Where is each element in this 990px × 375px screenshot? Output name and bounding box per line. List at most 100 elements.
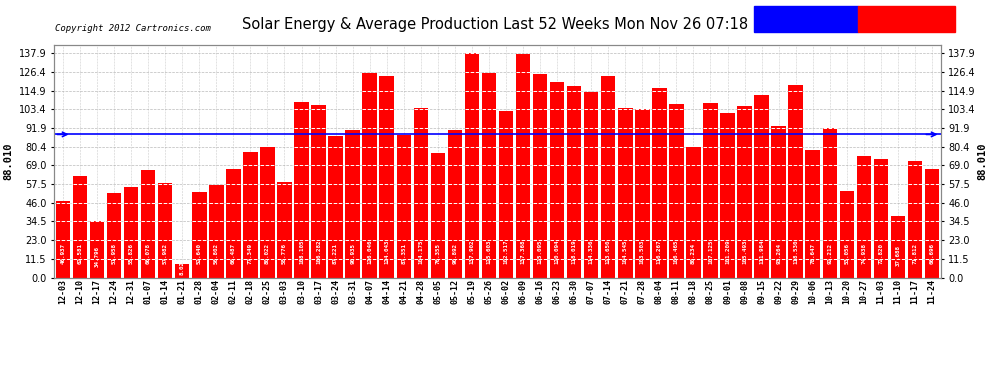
Bar: [925, 169, 940, 278]
Text: 125.603: 125.603: [486, 240, 491, 264]
Text: 102.517: 102.517: [504, 240, 509, 264]
Text: 101.209: 101.209: [725, 240, 730, 264]
Text: 78.647: 78.647: [810, 243, 815, 264]
Bar: [754, 95, 769, 278]
Bar: [567, 86, 581, 278]
Bar: [294, 102, 309, 278]
Bar: [635, 109, 649, 278]
Text: Average  (kWh): Average (kWh): [755, 14, 831, 23]
Text: 77.349: 77.349: [248, 243, 252, 264]
Bar: [601, 76, 616, 278]
Bar: [107, 193, 122, 278]
Text: 103.503: 103.503: [640, 240, 644, 264]
Bar: [124, 187, 139, 278]
Bar: [431, 153, 446, 278]
Bar: [414, 108, 428, 278]
Text: Copyright 2012 Cartronics.com: Copyright 2012 Cartronics.com: [55, 24, 211, 33]
Text: 56.802: 56.802: [214, 243, 219, 264]
Bar: [158, 183, 172, 278]
Bar: [738, 106, 751, 278]
Bar: [260, 147, 274, 278]
Text: 51.958: 51.958: [112, 243, 117, 264]
Text: 116.267: 116.267: [656, 240, 662, 264]
Bar: [90, 221, 104, 278]
Text: 37.688: 37.688: [895, 246, 900, 267]
Text: 90.892: 90.892: [452, 243, 457, 264]
Bar: [311, 105, 326, 278]
Text: 104.545: 104.545: [623, 240, 628, 264]
Text: 88.010: 88.010: [3, 142, 13, 180]
Bar: [721, 113, 735, 278]
Text: 106.282: 106.282: [316, 240, 321, 264]
Bar: [277, 182, 292, 278]
Text: 72.820: 72.820: [878, 243, 883, 264]
Bar: [840, 191, 854, 278]
Text: 62.581: 62.581: [77, 243, 82, 264]
Bar: [73, 176, 87, 278]
Bar: [533, 74, 547, 278]
Text: 118.530: 118.530: [793, 240, 798, 264]
Text: 55.826: 55.826: [129, 243, 134, 264]
Bar: [346, 130, 360, 278]
Text: 137.368: 137.368: [521, 240, 526, 264]
Text: 53.056: 53.056: [844, 243, 849, 264]
Text: 87.221: 87.221: [333, 243, 339, 264]
Text: Weekly  (kWh): Weekly (kWh): [859, 14, 930, 23]
Text: 104.175: 104.175: [419, 240, 424, 264]
Bar: [55, 201, 70, 278]
Text: 66.696: 66.696: [930, 243, 935, 264]
Bar: [482, 73, 496, 278]
Text: 80.022: 80.022: [265, 243, 270, 264]
Text: 66.487: 66.487: [231, 243, 236, 264]
Text: 114.336: 114.336: [589, 240, 594, 264]
Text: 87.351: 87.351: [401, 243, 406, 264]
Text: 105.493: 105.493: [742, 240, 747, 264]
Text: 8.022: 8.022: [180, 258, 185, 275]
Bar: [652, 88, 666, 278]
Text: 137.902: 137.902: [469, 240, 474, 264]
Bar: [516, 54, 531, 278]
Text: 76.355: 76.355: [436, 243, 441, 264]
Text: 107.125: 107.125: [708, 240, 713, 264]
Text: 106.465: 106.465: [674, 240, 679, 264]
Bar: [908, 161, 922, 278]
Bar: [226, 170, 241, 278]
Bar: [806, 150, 820, 278]
Bar: [141, 170, 155, 278]
Bar: [362, 73, 377, 278]
Text: 52.640: 52.640: [197, 243, 202, 264]
Text: 34.796: 34.796: [95, 246, 100, 267]
Text: 123.650: 123.650: [606, 240, 611, 264]
Bar: [873, 159, 888, 278]
Bar: [618, 108, 633, 278]
Bar: [379, 76, 394, 278]
Text: 71.812: 71.812: [913, 243, 918, 264]
Text: 126.046: 126.046: [367, 240, 372, 264]
Text: 93.264: 93.264: [776, 243, 781, 264]
Bar: [669, 104, 684, 278]
Bar: [703, 104, 718, 278]
Bar: [447, 130, 462, 278]
Text: 92.212: 92.212: [828, 243, 833, 264]
Bar: [686, 147, 701, 278]
Text: 80.234: 80.234: [691, 243, 696, 264]
Bar: [823, 128, 837, 278]
Bar: [584, 92, 598, 278]
Text: 90.935: 90.935: [350, 243, 355, 264]
Bar: [244, 152, 257, 278]
Text: 58.776: 58.776: [282, 243, 287, 264]
Text: 120.094: 120.094: [554, 240, 559, 264]
Bar: [771, 126, 786, 278]
Text: 111.984: 111.984: [759, 240, 764, 264]
Bar: [891, 216, 905, 278]
Bar: [856, 156, 871, 278]
Text: 124.043: 124.043: [384, 240, 389, 264]
Bar: [397, 135, 411, 278]
Text: 46.937: 46.937: [60, 243, 65, 264]
Bar: [499, 111, 513, 278]
Bar: [464, 53, 479, 278]
Bar: [192, 192, 207, 278]
Text: 125.095: 125.095: [538, 240, 543, 264]
Text: 118.019: 118.019: [571, 240, 576, 264]
Text: 74.938: 74.938: [861, 243, 866, 264]
